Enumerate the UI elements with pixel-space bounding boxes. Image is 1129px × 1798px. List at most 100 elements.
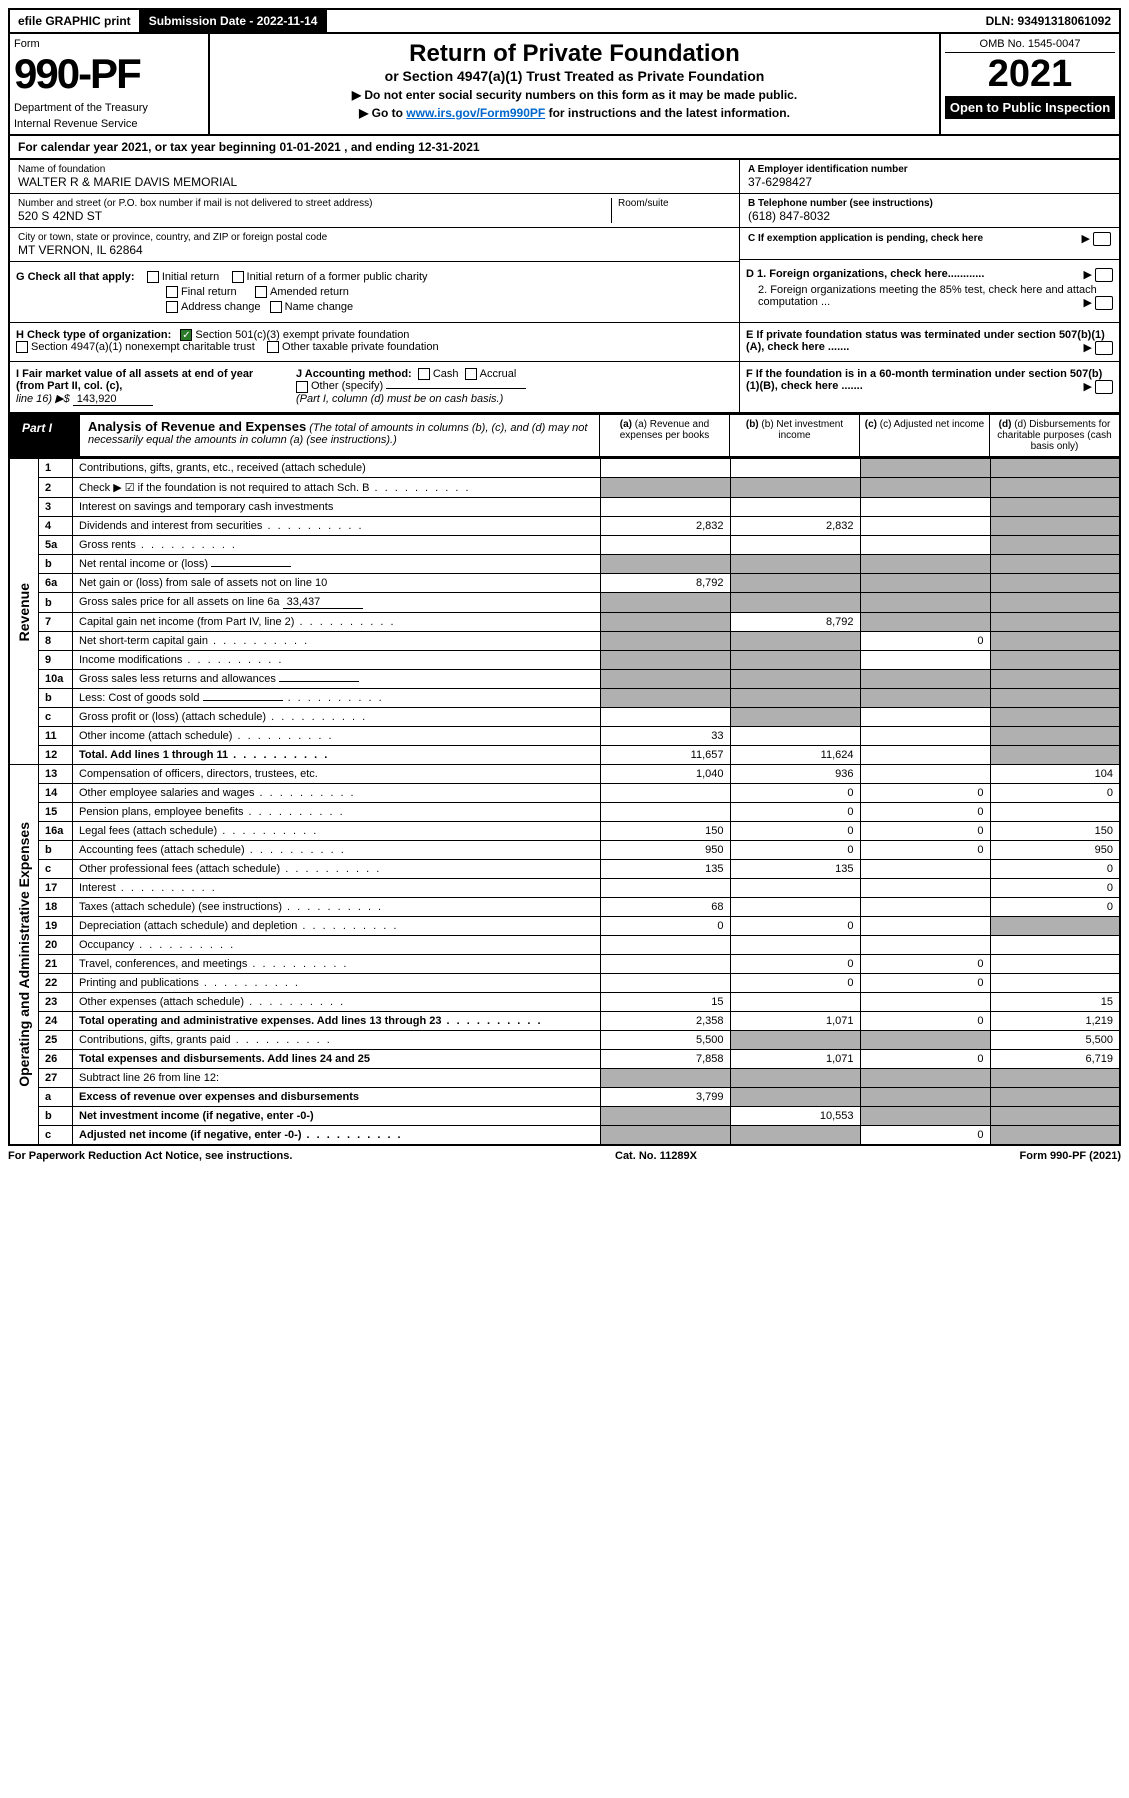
table-row: 10aGross sales less returns and allowanc… — [9, 670, 1120, 689]
row-description: Income modifications — [73, 651, 601, 670]
cell-value: 5,500 — [990, 1031, 1120, 1050]
footer-mid: Cat. No. 11289X — [615, 1150, 697, 1162]
col-d-header: (d) (d) Disbursements for charitable pur… — [989, 415, 1119, 456]
row-number: 4 — [39, 517, 73, 536]
row-description: Total. Add lines 1 through 11 — [73, 746, 601, 765]
row-number: 6a — [39, 574, 73, 593]
cell-value — [600, 955, 730, 974]
cell-value: 2,832 — [730, 517, 860, 536]
row-description: Check ▶ ☑ if the foundation is not requi… — [73, 478, 601, 498]
col-a-header: (a) (a) Revenue and expenses per books — [599, 415, 729, 456]
irs-link[interactable]: www.irs.gov/Form990PF — [406, 106, 545, 120]
row-number: 2 — [39, 478, 73, 498]
cell-value — [990, 689, 1120, 708]
cell-value: 11,624 — [730, 746, 860, 765]
row-description: Occupancy — [73, 936, 601, 955]
cell-value — [990, 574, 1120, 593]
row-number: b — [39, 689, 73, 708]
table-row: cGross profit or (loss) (attach schedule… — [9, 708, 1120, 727]
cell-value — [600, 689, 730, 708]
other-checkbox[interactable] — [296, 381, 308, 393]
cell-value — [730, 1088, 860, 1107]
cell-value — [600, 555, 730, 574]
cell-value — [730, 651, 860, 670]
row-number: c — [39, 860, 73, 879]
501c3-checkbox[interactable] — [180, 329, 192, 341]
cell-value: 0 — [730, 803, 860, 822]
table-row: 17Interest0 — [9, 879, 1120, 898]
other-taxable-checkbox[interactable] — [267, 341, 279, 353]
cell-value: 0 — [860, 803, 990, 822]
form-note-1: ▶ Do not enter social security numbers o… — [216, 88, 933, 102]
cell-value — [860, 536, 990, 555]
name-change-checkbox[interactable] — [270, 301, 282, 313]
row-number: 13 — [39, 765, 73, 784]
row-description: Taxes (attach schedule) (see instruction… — [73, 898, 601, 917]
amended-return-checkbox[interactable] — [255, 286, 267, 298]
cell-value — [600, 498, 730, 517]
cell-value — [860, 459, 990, 478]
form-word: Form — [14, 38, 204, 50]
cell-value — [860, 517, 990, 536]
cell-value — [990, 746, 1120, 765]
4947-checkbox[interactable] — [16, 341, 28, 353]
row-number: b — [39, 555, 73, 574]
initial-former-checkbox[interactable] — [232, 271, 244, 283]
cell-value — [990, 1069, 1120, 1088]
table-row: cOther professional fees (attach schedul… — [9, 860, 1120, 879]
cell-value — [990, 974, 1120, 993]
cell-value — [990, 517, 1120, 536]
table-row: Revenue1Contributions, gifts, grants, et… — [9, 459, 1120, 478]
row-description: Gross profit or (loss) (attach schedule) — [73, 708, 601, 727]
row-description: Subtract line 26 from line 12: — [73, 1069, 601, 1088]
cell-value: 135 — [730, 860, 860, 879]
revenue-side-label: Revenue — [16, 583, 32, 641]
city-cell: City or town, state or province, country… — [10, 228, 739, 262]
cell-value — [600, 593, 730, 613]
cell-value: 0 — [860, 1012, 990, 1031]
e-label: E If private foundation status was termi… — [746, 329, 1105, 353]
form-note-2: ▶ Go to www.irs.gov/Form990PF for instru… — [216, 106, 933, 120]
cell-value: 10,553 — [730, 1107, 860, 1126]
cell-value — [990, 632, 1120, 651]
cell-value: 2,358 — [600, 1012, 730, 1031]
cell-value — [860, 478, 990, 498]
cell-value — [730, 1031, 860, 1050]
cell-value — [730, 1069, 860, 1088]
table-row: bLess: Cost of goods sold — [9, 689, 1120, 708]
cell-value: 1,219 — [990, 1012, 1120, 1031]
phone-value: (618) 847-8032 — [748, 209, 1111, 223]
form-subtitle: or Section 4947(a)(1) Trust Treated as P… — [216, 68, 933, 84]
address-change-checkbox[interactable] — [166, 301, 178, 313]
d1-checkbox[interactable] — [1095, 268, 1113, 282]
cell-value — [600, 670, 730, 689]
c-checkbox[interactable] — [1093, 232, 1111, 246]
table-row: cAdjusted net income (if negative, enter… — [9, 1126, 1120, 1146]
col-b-header: (b) (b) Net investment income — [729, 415, 859, 456]
row-description: Gross sales less returns and allowances — [73, 670, 601, 689]
d2-checkbox[interactable] — [1095, 296, 1113, 310]
initial-return-checkbox[interactable] — [147, 271, 159, 283]
table-row: 6aNet gain or (loss) from sale of assets… — [9, 574, 1120, 593]
cell-value — [990, 1088, 1120, 1107]
table-row: 20Occupancy — [9, 936, 1120, 955]
cell-value — [860, 689, 990, 708]
final-return-checkbox[interactable] — [166, 286, 178, 298]
e-checkbox[interactable] — [1095, 341, 1113, 355]
cell-value — [860, 765, 990, 784]
cell-value — [600, 536, 730, 555]
ein-label: A Employer identification number — [748, 164, 1111, 175]
cell-value — [860, 651, 990, 670]
accrual-checkbox[interactable] — [465, 368, 477, 380]
f-checkbox[interactable] — [1095, 380, 1113, 394]
cell-value — [990, 613, 1120, 632]
cell-value: 0 — [990, 860, 1120, 879]
row-number: 24 — [39, 1012, 73, 1031]
cell-value — [600, 784, 730, 803]
cash-checkbox[interactable] — [418, 368, 430, 380]
row-number: 7 — [39, 613, 73, 632]
row-description: Legal fees (attach schedule) — [73, 822, 601, 841]
cell-value — [990, 917, 1120, 936]
cell-value — [860, 670, 990, 689]
cell-value: 950 — [990, 841, 1120, 860]
